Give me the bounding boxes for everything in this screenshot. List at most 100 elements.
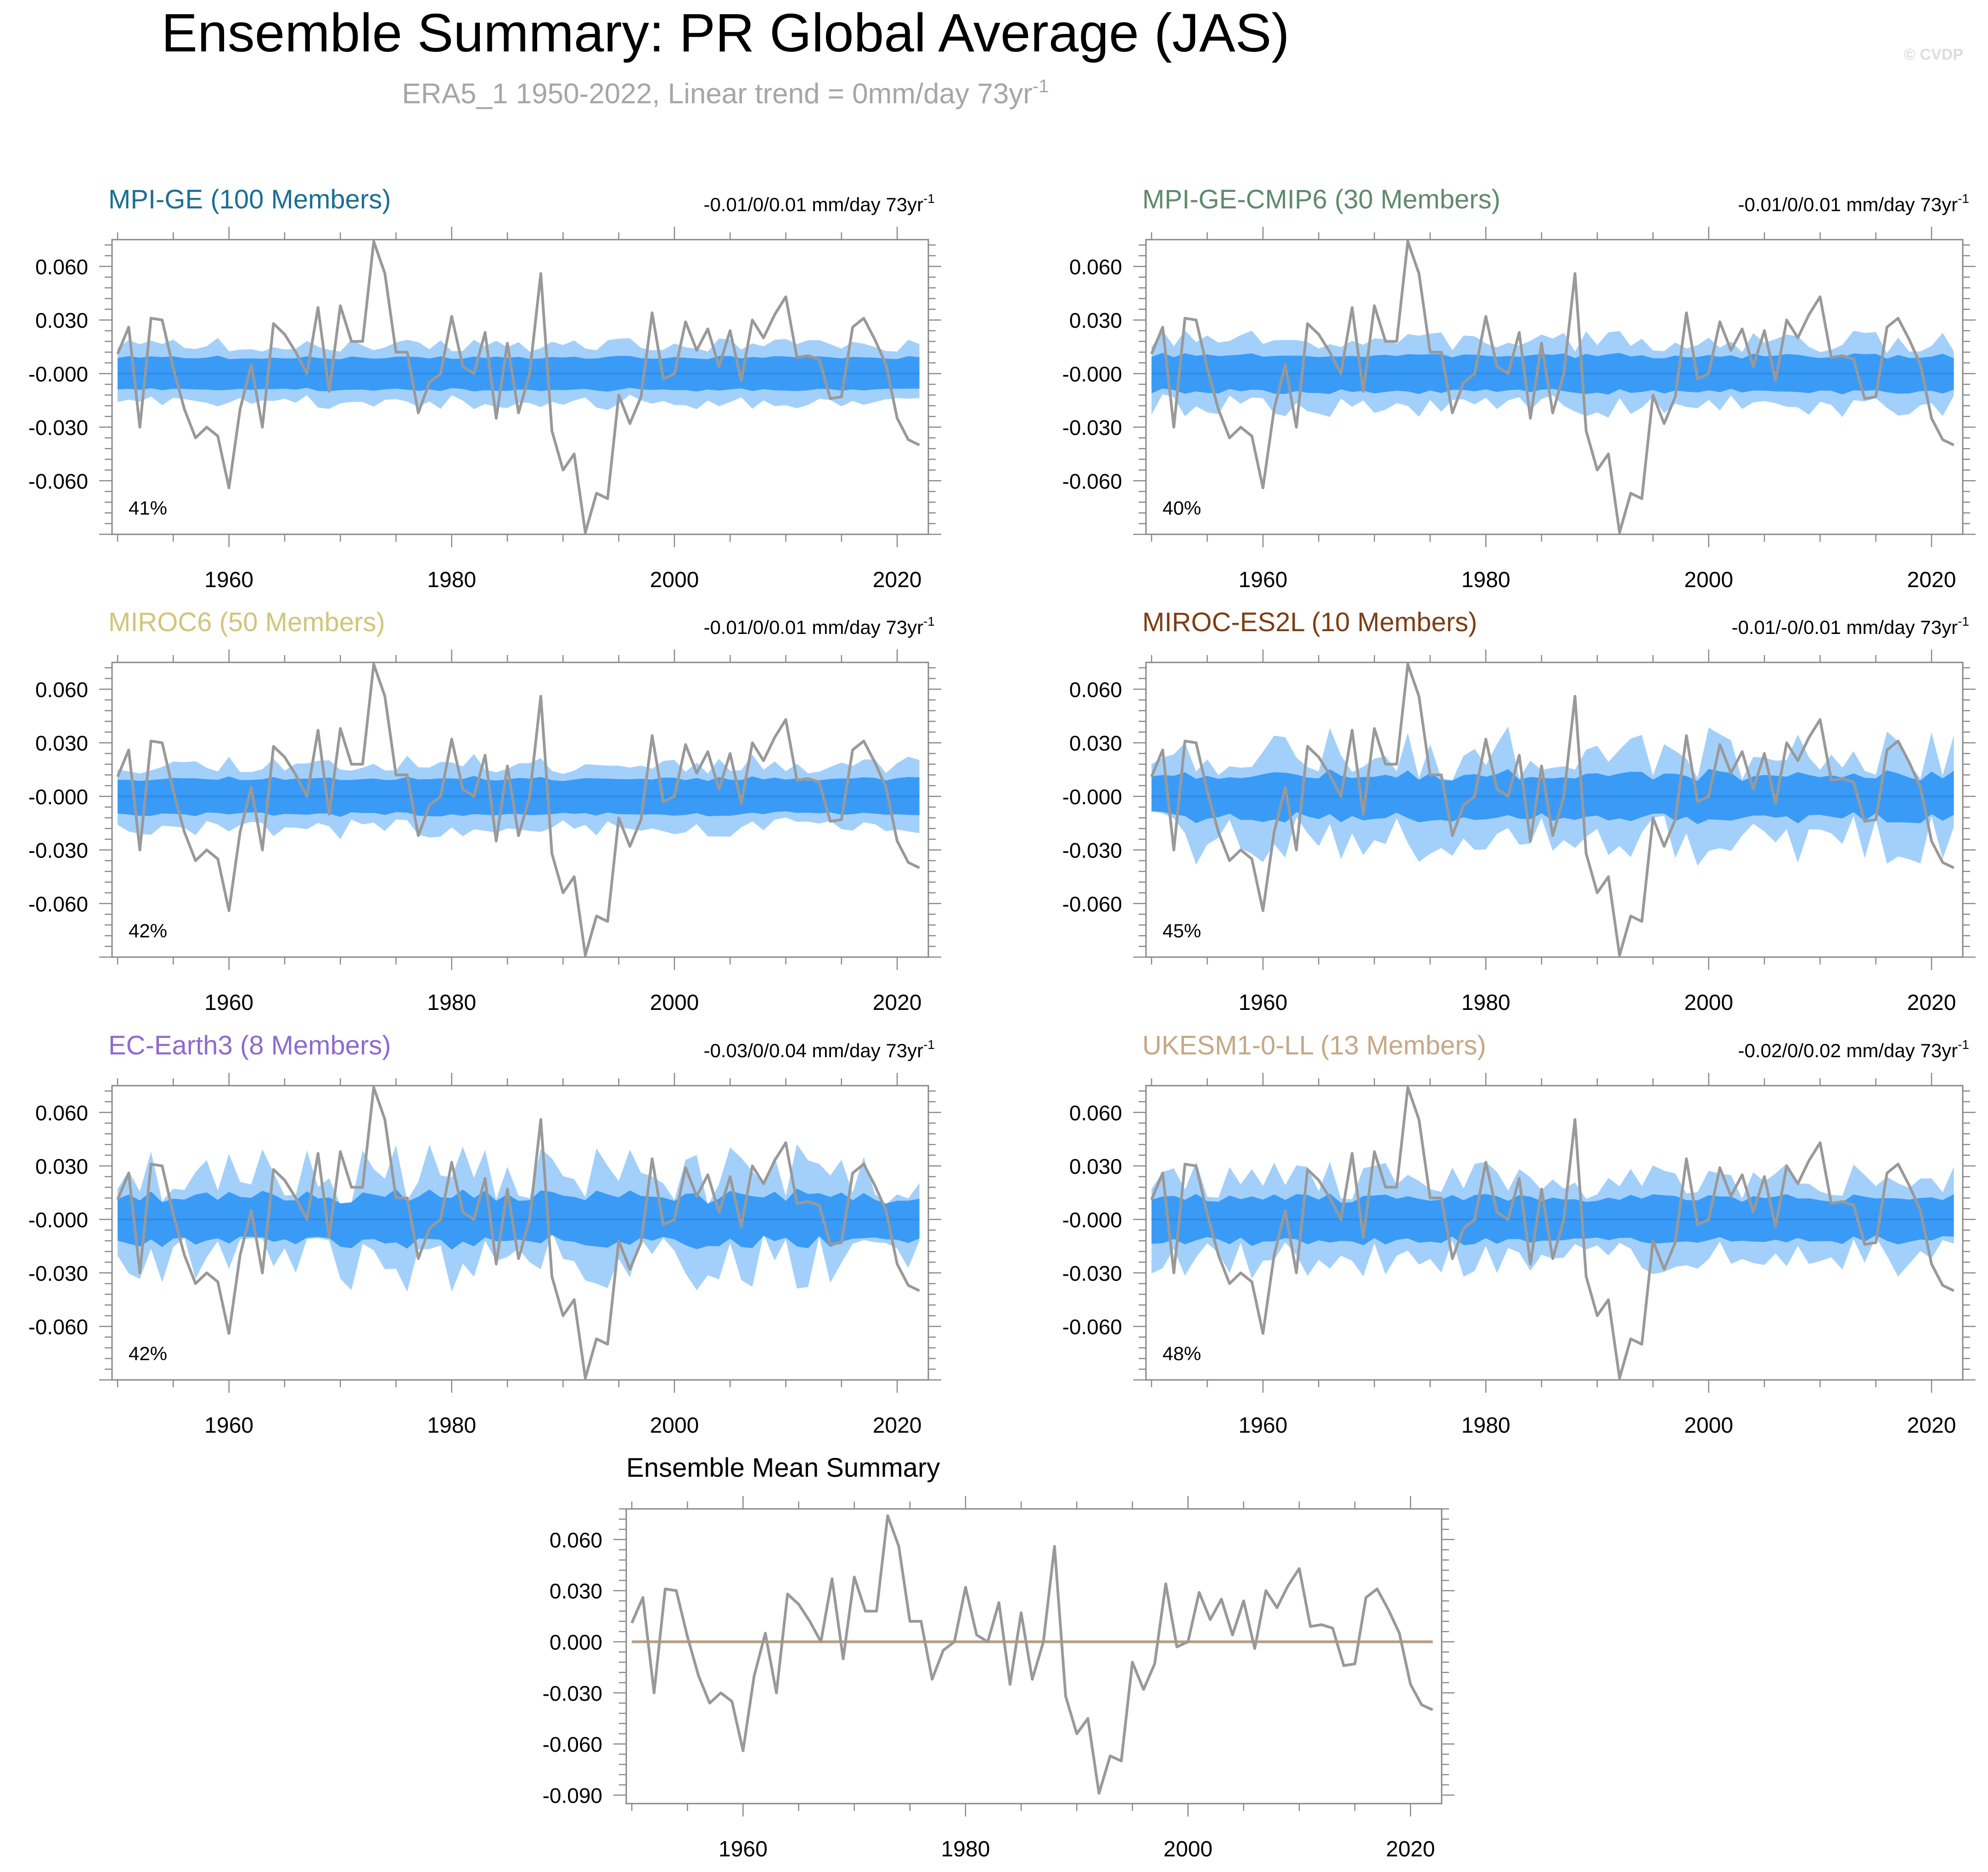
- chart-panel-1: 0.060 0.030 -0.000 -0.030 -0.060 1960 1980 2000…: [28, 185, 941, 592]
- trend-label-main: -0.03/0/0.04 mm/day 73yr: [704, 1040, 924, 1061]
- y-tick-label: -0.060: [28, 1315, 88, 1339]
- y-tick-label: -0.060: [28, 892, 88, 916]
- x-tick-label: 1980: [1461, 1413, 1511, 1438]
- plot-frame: [1145, 661, 1964, 958]
- y-tick-label: 0.060: [550, 1528, 602, 1552]
- trend-label: -0.03/0/0.04 mm/day 73yr-1: [704, 1037, 935, 1061]
- chart-panel-2: 0.060 0.030 -0.000 -0.030 -0.060 1960 1980 2000…: [1062, 185, 1976, 592]
- x-tick-label: 2000: [1684, 568, 1733, 592]
- plot-area: [116, 240, 920, 534]
- plot-frame: [625, 1508, 1443, 1805]
- y-tick-label: 0.060: [35, 1101, 88, 1125]
- plot-frame: [111, 661, 929, 958]
- x-tick-label: 1980: [427, 568, 476, 592]
- plot-area: [1150, 240, 1954, 534]
- panel-title: MPI-GE-CMIP6 (30 Members): [1142, 185, 1500, 214]
- x-tick-label: 2000: [1684, 991, 1733, 1015]
- plot-area: [1150, 662, 1954, 957]
- trend-label-main: -0.01/0/0.01 mm/day 73yr: [704, 617, 924, 638]
- observed-series-line: [1150, 662, 1954, 957]
- y-tick-label: -0.030: [28, 1261, 88, 1285]
- figure-title: Ensemble Summary: PR Global Average (JAS…: [161, 3, 1289, 63]
- x-tick-label: 1960: [204, 1413, 253, 1438]
- y-tick-label: 0.030: [1069, 1155, 1122, 1178]
- y-tick-label: -0.090: [543, 1783, 602, 1807]
- observed-series-line: [116, 240, 920, 534]
- trend-label-sup: -1: [1958, 1037, 1969, 1052]
- observed-series-line: [116, 1086, 920, 1380]
- panel-title: Ensemble Mean Summary: [626, 1453, 940, 1483]
- y-tick-label: -0.030: [543, 1681, 602, 1705]
- panel-title: MIROC-ES2L (10 Members): [1142, 607, 1477, 637]
- y-tick-label: 0.030: [35, 731, 88, 755]
- y-tick-label: 0.030: [550, 1579, 602, 1603]
- trend-label: -0.01/0/0.01 mm/day 73yr-1: [1738, 191, 1969, 215]
- trend-label: -0.01/0/0.01 mm/day 73yr-1: [704, 614, 935, 638]
- x-tick-label: 2020: [1907, 568, 1956, 592]
- y-tick-label: -0.000: [28, 1208, 88, 1232]
- y-tick-label: 0.060: [35, 255, 88, 279]
- plot-frame: [111, 239, 929, 535]
- y-tick-label: -0.000: [1062, 785, 1122, 809]
- x-tick-label: 2000: [650, 1413, 699, 1438]
- figure-subtitle-sup: -1: [1033, 76, 1049, 96]
- y-tick-label: -0.060: [1062, 1315, 1122, 1339]
- y-tick-label: -0.000: [1062, 362, 1122, 386]
- y-tick-label: 0.000: [550, 1630, 602, 1654]
- y-tick-label: -0.030: [1062, 1261, 1122, 1285]
- x-tick-label: 2020: [873, 568, 922, 592]
- percent-label: 48%: [1162, 1343, 1201, 1364]
- observed-series-line: [1150, 1086, 1954, 1380]
- x-tick-label: 1960: [1238, 991, 1287, 1015]
- y-tick-label: 0.030: [1069, 731, 1122, 755]
- chart-panel-5: 0.060 0.030 -0.000 -0.030 -0.060 1960 1980 2000…: [28, 1031, 941, 1438]
- x-tick-label: 1980: [941, 1837, 990, 1861]
- chart-panel-7: 0.060 0.030 0.000 -0.030 -0.060 -0.090 1960 198…: [543, 1453, 1454, 1861]
- x-tick-label: 2020: [1907, 991, 1956, 1015]
- y-tick-label: -0.060: [543, 1732, 602, 1756]
- y-tick-label: 0.030: [35, 1155, 88, 1178]
- percent-label: 42%: [129, 920, 167, 942]
- y-tick-label: 0.060: [1069, 255, 1122, 279]
- x-tick-label: 1960: [1238, 568, 1287, 592]
- trend-label-main: -0.01/-0/0.01 mm/day 73yr: [1732, 617, 1958, 638]
- y-tick-label: -0.030: [28, 839, 88, 863]
- percent-label: 42%: [129, 1343, 167, 1364]
- panel-title: MIROC6 (50 Members): [108, 607, 385, 637]
- percent-label: 45%: [1162, 920, 1201, 942]
- figure-subtitle-main: ERA5_1 1950-2022, Linear trend = 0mm/day…: [402, 78, 1032, 110]
- y-tick-label: -0.060: [1062, 469, 1122, 493]
- x-tick-label: 1980: [1461, 568, 1511, 592]
- panel-title: UKESM1-0-LL (13 Members): [1142, 1031, 1486, 1060]
- figure-subtitle: ERA5_1 1950-2022, Linear trend = 0mm/day…: [402, 76, 1049, 110]
- plot-area: [116, 1086, 920, 1380]
- x-tick-label: 1960: [204, 568, 253, 592]
- plot-frame: [111, 1085, 929, 1381]
- observed-series-line: [1150, 240, 1954, 534]
- x-tick-label: 2020: [1907, 1413, 1956, 1438]
- observed-series-line: [116, 662, 920, 957]
- percent-label: 40%: [1162, 497, 1201, 519]
- panel-title: EC-Earth3 (8 Members): [108, 1031, 391, 1060]
- percent-label: 41%: [129, 497, 167, 519]
- y-tick-label: 0.060: [35, 678, 88, 701]
- x-tick-label: 1980: [427, 1413, 476, 1438]
- x-tick-label: 2020: [873, 1413, 922, 1438]
- trend-label-main: -0.01/0/0.01 mm/day 73yr: [704, 194, 924, 215]
- trend-label-sup: -1: [1958, 191, 1969, 206]
- y-tick-label: 0.060: [1069, 678, 1122, 701]
- chart-panel-3: 0.060 0.030 -0.000 -0.030 -0.060 1960 1980 2000…: [28, 607, 941, 1015]
- trend-label-main: -0.01/0/0.01 mm/day 73yr: [1738, 194, 1958, 215]
- x-tick-label: 2020: [1386, 1837, 1435, 1861]
- trend-label: -0.01/0/0.01 mm/day 73yr-1: [704, 191, 935, 215]
- chart-panel-4: 0.060 0.030 -0.000 -0.030 -0.060 1960 1980 2000…: [1062, 607, 1976, 1015]
- x-tick-label: 1960: [1238, 1413, 1287, 1438]
- x-tick-label: 2000: [1684, 1413, 1733, 1438]
- x-tick-label: 1960: [204, 991, 253, 1015]
- x-tick-label: 2000: [650, 991, 699, 1015]
- trend-label-sup: -1: [923, 191, 935, 206]
- watermark: © CVDP: [1904, 46, 1963, 63]
- x-tick-label: 1980: [427, 991, 476, 1015]
- panels: 0.060 0.030 -0.000 -0.030 -0.060 1960 1980 2000…: [28, 185, 1976, 1861]
